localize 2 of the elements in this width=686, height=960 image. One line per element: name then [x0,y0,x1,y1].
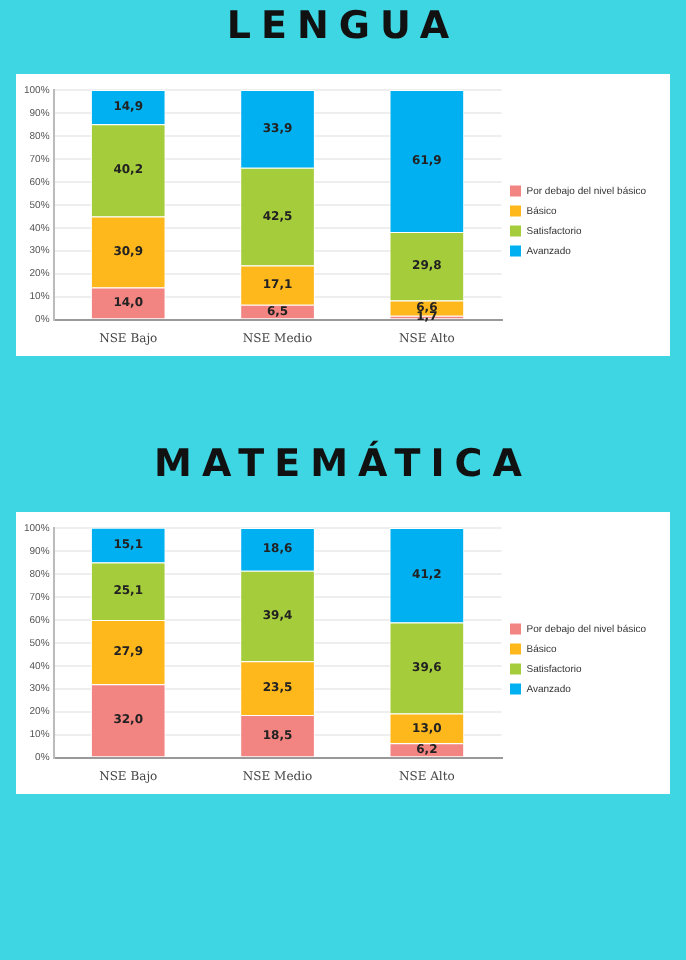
chart-title: LENGUA [224,4,462,48]
chart-title: MATEMÁTICA [152,442,534,486]
